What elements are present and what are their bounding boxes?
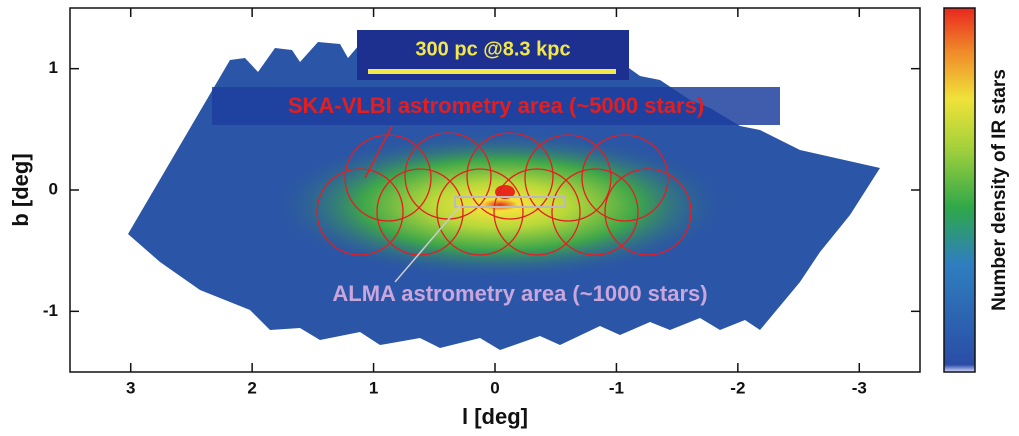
y-axis-label: b [deg] (8, 153, 33, 226)
x-axis-label: l [deg] (462, 404, 528, 429)
colorbar-label: Number density of IR stars (989, 69, 1010, 311)
y-tick-label: 1 (49, 58, 58, 77)
x-tick-label: 0 (490, 378, 499, 397)
x-tick-label: -2 (730, 378, 745, 397)
x-tick-label: -3 (852, 378, 867, 397)
x-tick-label: 1 (369, 378, 378, 397)
ska-label: SKA-VLBI astrometry area (~5000 stars) (288, 93, 704, 118)
figure: 300 pc @8.3 kpc SKA-VLBI astrometry area… (0, 0, 1019, 436)
scale-label: 300 pc @8.3 kpc (415, 38, 570, 60)
y-tick-label: -1 (43, 301, 58, 320)
x-tick-label: 3 (126, 378, 135, 397)
x-tick-label: 2 (247, 378, 256, 397)
colorbar (944, 8, 975, 372)
alma-label: ALMA astrometry area (~1000 stars) (332, 281, 707, 306)
y-tick-label: 0 (49, 179, 58, 198)
x-tick-label: -1 (609, 378, 624, 397)
scale-bar (368, 69, 616, 74)
